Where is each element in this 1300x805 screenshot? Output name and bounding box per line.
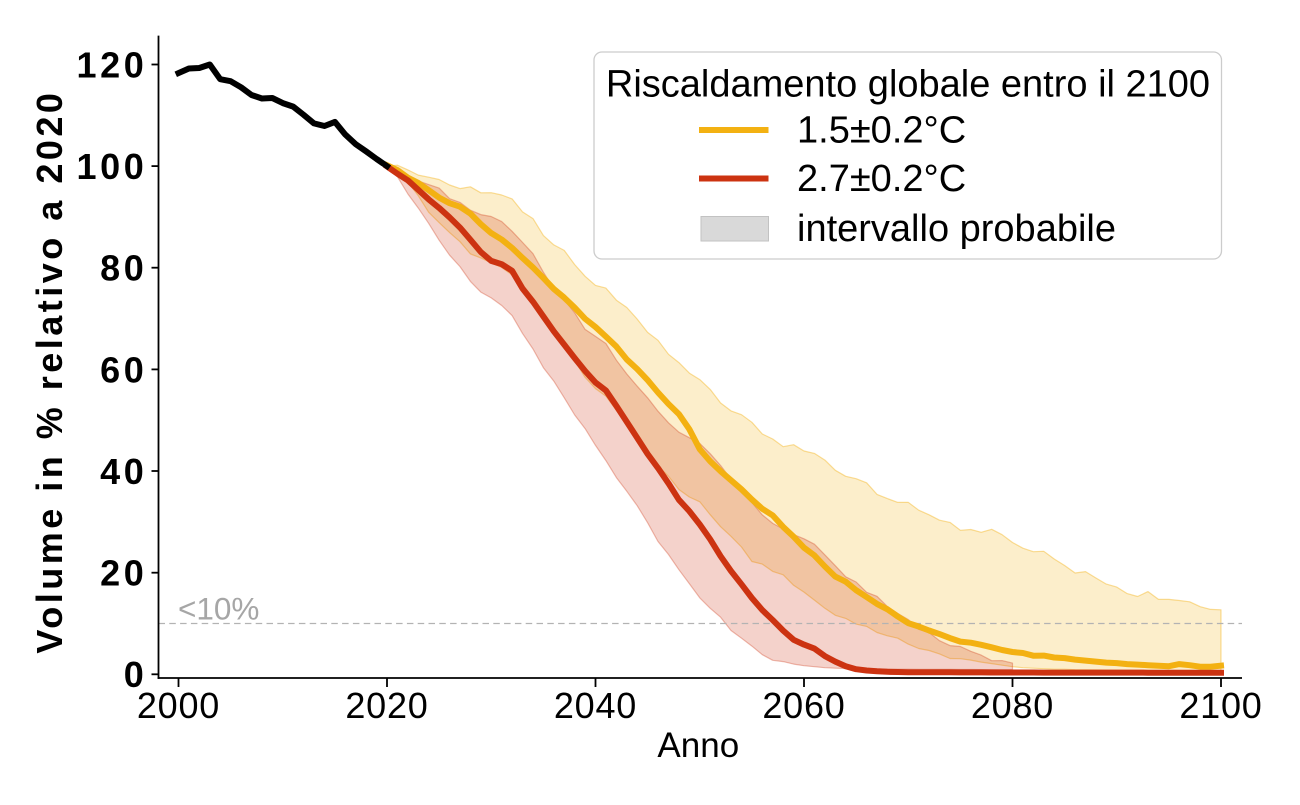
svg-text:Volume in % relativo a 2020: Volume in % relativo a 2020 <box>29 90 70 654</box>
svg-text:120: 120 <box>77 44 148 85</box>
svg-text:1.5±0.2°C: 1.5±0.2°C <box>797 110 966 152</box>
svg-text:2100: 2100 <box>1179 685 1262 726</box>
svg-text:intervallo probabile: intervallo probabile <box>797 208 1116 250</box>
svg-text:2020: 2020 <box>345 685 428 726</box>
svg-text:60: 60 <box>100 349 147 390</box>
svg-text:2060: 2060 <box>762 685 845 726</box>
svg-text:100: 100 <box>77 146 148 187</box>
svg-text:<10%: <10% <box>178 591 259 627</box>
svg-text:2000: 2000 <box>137 685 220 726</box>
svg-text:2080: 2080 <box>971 685 1054 726</box>
svg-text:80: 80 <box>100 248 147 289</box>
svg-text:Anno: Anno <box>657 726 739 765</box>
svg-text:0: 0 <box>124 654 148 695</box>
svg-text:2.7±0.2°C: 2.7±0.2°C <box>797 158 966 200</box>
svg-text:2040: 2040 <box>554 685 637 726</box>
svg-text:40: 40 <box>100 451 147 492</box>
svg-text:Riscaldamento globale entro il: Riscaldamento globale entro il 2100 <box>606 64 1210 106</box>
svg-text:20: 20 <box>100 553 147 594</box>
